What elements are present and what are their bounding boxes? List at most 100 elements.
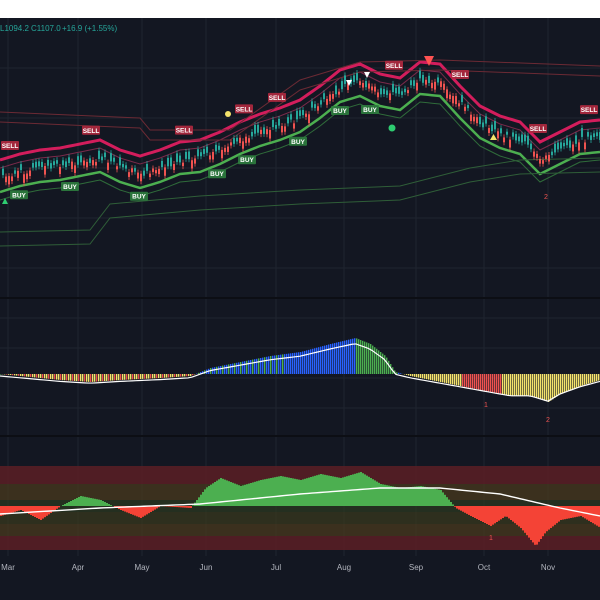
candle xyxy=(404,88,406,93)
rsi-fill-down xyxy=(500,506,502,520)
macd-bar xyxy=(318,347,320,374)
macd-bar xyxy=(330,344,332,374)
signal-buy[interactable]: BUY xyxy=(331,106,349,115)
candle xyxy=(278,118,280,126)
candle xyxy=(383,88,385,95)
macd-bar xyxy=(548,374,550,402)
macd-bar xyxy=(598,374,600,381)
macd-bar xyxy=(72,374,74,381)
rsi-fill-down xyxy=(138,506,140,518)
signal-buy[interactable]: BUY xyxy=(208,169,226,179)
candle xyxy=(191,160,193,169)
macd-bar xyxy=(26,374,28,377)
candle xyxy=(41,161,43,168)
candle xyxy=(113,157,115,162)
candle xyxy=(149,173,151,178)
rsi-fill-down xyxy=(22,506,24,511)
candle xyxy=(104,152,106,158)
candle xyxy=(164,167,166,176)
signal-sell[interactable]: SELL xyxy=(385,60,403,70)
macd-bar xyxy=(432,374,434,381)
signal-sell[interactable]: SELL xyxy=(1,141,19,150)
candle xyxy=(140,173,142,182)
candle xyxy=(74,165,76,173)
pane-divider-1[interactable] xyxy=(0,297,600,299)
rsi-fill-down xyxy=(16,506,18,512)
macd-bar xyxy=(22,374,24,377)
macd-bar xyxy=(178,374,180,377)
signal-sell[interactable]: SELL xyxy=(235,104,253,114)
rsi-fill-up xyxy=(102,501,104,506)
signal-sell[interactable]: SELL xyxy=(175,125,193,135)
macd-bar xyxy=(0,374,2,375)
rsi-fill-up xyxy=(446,497,448,506)
signal-sell[interactable]: SELL xyxy=(82,125,100,135)
rsi-fill-up xyxy=(440,490,442,506)
macd-bar xyxy=(152,374,154,379)
signal-buy[interactable]: BUY xyxy=(289,136,307,146)
candle xyxy=(197,149,199,157)
signal-label: BUY xyxy=(291,139,305,146)
rsi-fill-up xyxy=(340,478,342,506)
rsi-fill-down xyxy=(584,506,586,519)
rsi-fill-up xyxy=(214,482,216,506)
month-label: Mar xyxy=(1,563,15,572)
signal-buy[interactable]: BUY xyxy=(61,182,79,191)
signal-buy[interactable]: BUY xyxy=(238,155,256,165)
signal-buy[interactable]: BUY xyxy=(10,190,28,200)
sell-triangle xyxy=(424,56,434,66)
rsi-fill-up xyxy=(408,487,410,506)
candle xyxy=(239,137,241,144)
signal-buy[interactable]: BUY xyxy=(130,191,148,201)
candle xyxy=(353,75,355,82)
signal-sell[interactable]: SELL xyxy=(580,105,598,115)
macd-bar xyxy=(176,374,178,377)
rsi-fill-up xyxy=(324,474,326,506)
macd-bar xyxy=(310,349,312,374)
candle xyxy=(341,81,343,90)
candle xyxy=(464,106,466,111)
signal-box xyxy=(130,191,148,201)
time-axis[interactable]: Mar Apr May Jun Jul Aug Sep Oct Nov xyxy=(0,556,600,600)
signal-buy[interactable]: BUY xyxy=(361,105,379,114)
macd-bar xyxy=(532,374,534,397)
rsi-fill-down xyxy=(554,506,556,525)
candle xyxy=(50,163,52,169)
macd-bar xyxy=(16,374,18,376)
rsi-fill-up xyxy=(198,497,200,506)
candle xyxy=(443,83,445,90)
candle xyxy=(2,168,4,176)
rsi-fill-up xyxy=(92,498,94,506)
candle xyxy=(56,160,58,164)
macd-pane[interactable]: 12 xyxy=(0,338,600,424)
rsi-fill-up xyxy=(278,476,280,506)
macd-bar xyxy=(554,374,556,398)
rsi-fill-down xyxy=(556,506,558,524)
pane-divider-2[interactable] xyxy=(0,435,600,437)
rsi-fill-down xyxy=(2,506,4,516)
signal-sell[interactable]: SELL xyxy=(529,124,547,133)
signal-sell[interactable]: SELL xyxy=(268,92,286,102)
macd-bar xyxy=(76,374,78,382)
candle xyxy=(377,92,379,98)
signal-sell[interactable]: SELL xyxy=(451,70,469,79)
candle xyxy=(506,131,508,135)
rsi-pane[interactable]: 12 xyxy=(0,472,600,564)
candle xyxy=(398,86,400,94)
candle xyxy=(98,150,100,159)
macd-bar xyxy=(526,374,528,396)
signal-label: SELL xyxy=(386,63,403,70)
rsi-fill-up xyxy=(250,483,252,506)
candle xyxy=(572,144,574,152)
candle xyxy=(131,168,133,173)
macd-bar xyxy=(452,374,454,385)
macd-bar xyxy=(438,374,440,382)
macd-bar xyxy=(466,374,468,388)
candle xyxy=(314,104,316,109)
macd-bar xyxy=(164,374,166,378)
candle xyxy=(386,90,388,95)
macd-bar xyxy=(44,374,46,379)
macd-bar xyxy=(284,354,286,374)
price-pane[interactable]: SELL BUY BUY SELL BUY SELL BUY SELL BUY SELL BUY BU… xyxy=(0,56,600,247)
